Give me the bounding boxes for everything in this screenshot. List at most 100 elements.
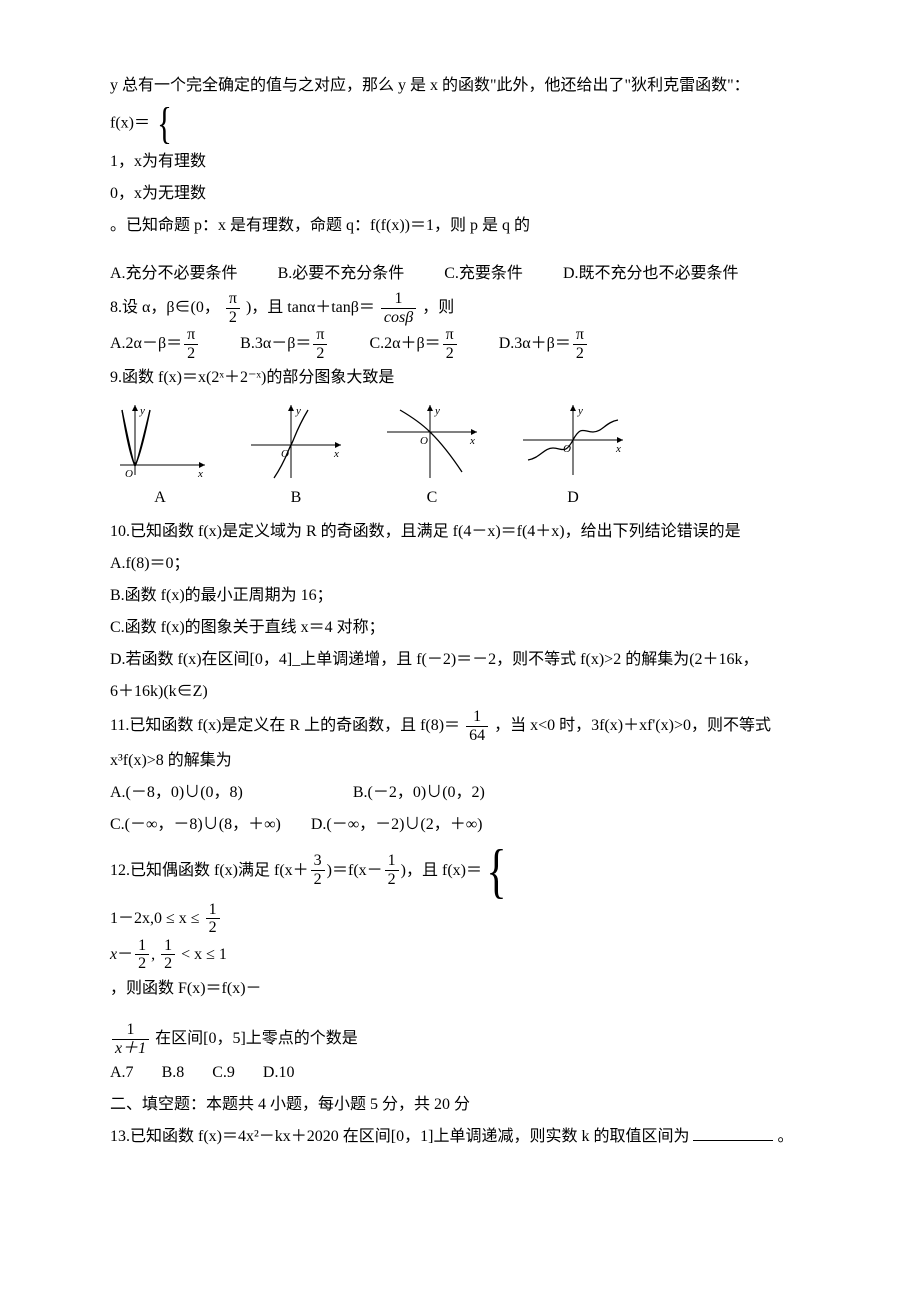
q11-stem-line1: 11.已知函数 f(x)是定义在 R 上的奇函数，且 f(8)＝ 1 64 ，当… [110,708,810,744]
q12-case1: 1－2x,0 ≤ x ≤ 12 [110,901,810,937]
case-text: < x ≤ 1 [181,946,227,963]
section2-title: 二、填空题：本题共 4 小题，每小题 5 分，共 20 分 [110,1089,810,1121]
frac-den: 2 [184,345,198,363]
q8-stem: 8.设 α，β∈(0， π 2 )，且 tanα＋tanβ＝ 1 cosβ ，则 [110,290,810,326]
case-text: 1－2x,0 ≤ x ≤ [110,909,204,926]
svg-text:x: x [333,448,339,460]
frac-num: 1 [161,937,175,956]
q7-piecewise: f(x)＝ { [110,102,810,146]
q12-text-d: ，则函数 F(x)＝f(x)－ [110,980,262,997]
q8-text-a: 8.设 α，β∈(0， [110,299,220,316]
q11-frac: 1 64 [466,708,488,744]
q10-a: A.f(8)＝0； [110,548,810,580]
q11-text-a: 11.已知函数 f(x)是定义在 R 上的奇函数，且 f(8)＝ [110,717,460,734]
left-brace-icon: { [157,102,172,146]
q10-d2: 6＋16k)(k∈Z) [110,676,810,708]
q8-options: A.2α－β＝ π2 B.3α－β＝ π2 C.2α＋β＝ π2 D.3α＋β＝… [110,326,810,362]
q9-graphs: y x O A y x O B [110,400,810,514]
frac-num: π [184,326,198,345]
frac-den: cosβ [381,309,416,327]
q10-stem: 10.已知函数 f(x)是定义域为 R 的奇函数，且满足 f(4－x)＝f(4＋… [110,516,810,548]
q11-text-b: ，当 x<0 时，3f(x)＋xf'(x)>0，则不等式 [494,717,771,734]
q8-frac-pi2: π 2 [226,290,240,326]
frac-num: 1 [206,901,220,920]
q7-opt-c: C.充要条件 [444,258,523,290]
q7-tail: 。已知命题 p：x 是有理数，命题 q：f(f(x))＝1，则 p 是 q 的 [110,217,530,234]
frac-num: 1 [135,937,149,956]
frac-den: 64 [466,727,488,745]
q11-opts-row1: A.(－8，0)∪(0，8) B.(－2，0)∪(0，2) [110,777,810,809]
q11-opt-c: C.(－∞，－8)∪(8，＋∞) [110,809,281,841]
q13-text-a: 13.已知函数 f(x)＝4x²－kx＋2020 在区间[0，1]上单调递减，则… [110,1128,689,1145]
q10-b: B.函数 f(x)的最小正周期为 16； [110,580,810,612]
q7-case1: 1，x为有理数 [110,146,810,178]
svg-text:x: x [469,435,475,447]
opt-label: C.2α＋β＝ [369,328,440,360]
frac-den: x＋1 [112,1040,149,1058]
q11-opt-d: D.(－∞，－2)∪(2，＋∞) [311,809,483,841]
q7-fx: f(x)＝ [110,115,150,132]
q12-opt-b: B.8 [162,1057,185,1089]
graph-label-d: D [518,482,628,514]
q7-opt-d: D.既不充分也不必要条件 [563,258,739,290]
q12-text-c: )，且 f(x)＝ [401,855,482,887]
frac-den: 2 [573,345,587,363]
frac-num: 1 [381,290,416,309]
left-brace-icon: { [486,841,506,901]
fill-blank [693,1140,773,1141]
q12-frac3: 1 x＋1 [112,1021,149,1057]
q7-opt-b: B.必要不充分条件 [278,258,405,290]
q9-graph-b: y x O B [246,400,346,514]
q8-opt-d: D.3α＋β＝ π2 [499,326,589,362]
svg-text:y: y [434,405,440,417]
q9-graph-d: y x O D [518,400,628,514]
q11-opt-b: B.(－2，0)∪(0，2) [353,777,485,809]
origin-label: O [125,468,133,480]
q12-options: A.7 B.8 C.9 D.10 [110,1057,810,1089]
q7-brace: { [154,102,173,146]
q13-stem: 13.已知函数 f(x)＝4x²－kx＋2020 在区间[0，1]上单调递减，则… [110,1121,810,1153]
frac-den: 2 [161,955,175,973]
svg-text:x: x [615,443,621,455]
q8-frac-1cosb: 1 cosβ [381,290,416,326]
opt-label: B.3α－β＝ [240,328,311,360]
q10-c: C.函数 f(x)的图象关于直线 x＝4 对称； [110,612,810,644]
q8-opt-b: B.3α－β＝ π2 [240,326,329,362]
q11-opts-row2: C.(－∞，－8)∪(8，＋∞) D.(－∞，－2)∪(2，＋∞) [110,809,810,841]
opt-label: A.2α－β＝ [110,328,182,360]
svg-text:O: O [281,448,289,460]
svg-text:y: y [295,405,301,417]
frac-den: 2 [313,345,327,363]
q9-graph-c: y x O C [382,400,482,514]
q8-opt-a: A.2α－β＝ π2 [110,326,200,362]
q12-case2: xx－－12, 12 < x ≤ 1 [110,937,810,973]
case-text: , [151,946,155,963]
q9-graph-a: y x O A [110,400,210,514]
q12-opt-d: D.10 [263,1057,295,1089]
graph-label-b: B [246,482,346,514]
axis-y-label: y [139,405,145,417]
q10-d1: D.若函数 f(x)在区间[0，4]_上单调递增，且 f(－2)＝－2，则不等式… [110,644,810,676]
q7-intro: y 总有一个完全确定的值与之对应，那么 y 是 x 的函数"此外，他还给出了"狄… [110,70,810,102]
graph-label-c: C [382,482,482,514]
q7-case2: 0，x为无理数 [110,178,810,210]
axis-x-label: x [197,468,203,480]
frac-num: π [226,290,240,309]
frac-den: 2 [206,919,220,937]
frac-num: 1 [466,708,488,727]
frac-num: π [313,326,327,345]
q12-opt-a: A.7 [110,1057,134,1089]
q9-stem: 9.函数 f(x)＝x(2ˣ＋2⁻ˣ)的部分图象大致是 [110,362,810,394]
q12-text-a: 12.已知偶函数 f(x)满足 f(x＋ [110,855,309,887]
frac-num: π [443,326,457,345]
q12-text-b: )＝f(x－ [327,855,383,887]
frac-den: 2 [135,955,149,973]
q8-text-b: )，且 tanα＋tanβ＝ [246,299,375,316]
q12-text-e: 在区间[0，5]上零点的个数是 [155,1030,358,1047]
q12-stem2: 1 x＋1 在区间[0，5]上零点的个数是 [110,1021,810,1057]
frac-den: 2 [311,871,325,889]
q11-opt-a: A.(－8，0)∪(0，8) [110,777,243,809]
q12-opt-c: C.9 [212,1057,235,1089]
graph-label-a: A [110,482,210,514]
opt-label: D.3α＋β＝ [499,328,571,360]
